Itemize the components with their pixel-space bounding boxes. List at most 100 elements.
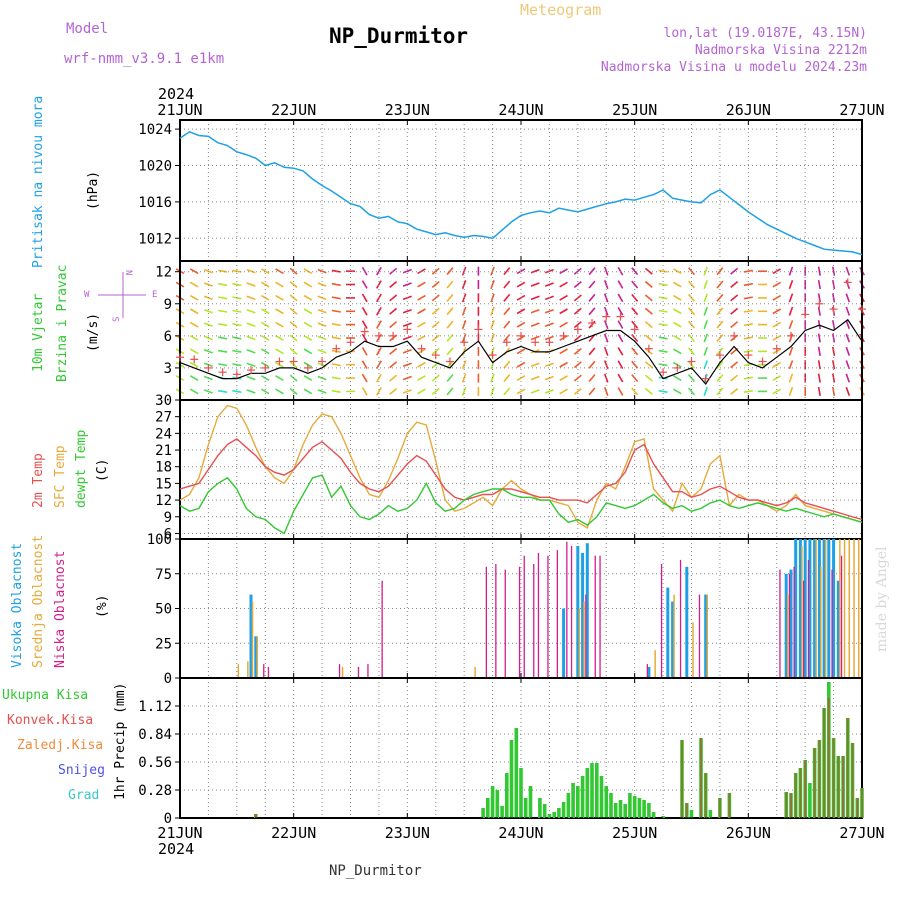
wind-arrow	[275, 375, 284, 381]
wind-arrow	[275, 308, 284, 315]
wind-arrow	[461, 386, 467, 396]
wind-arrow	[431, 280, 440, 289]
wind-arrow	[317, 282, 327, 287]
cloud-bar	[357, 666, 360, 678]
wind-arrow	[503, 387, 511, 396]
wind-arrow	[246, 282, 256, 287]
compass-north: N	[123, 270, 133, 275]
wind-arrow	[232, 349, 242, 353]
cloud-bar	[787, 594, 789, 678]
wind-arrow	[376, 347, 382, 356]
wind-arrow	[431, 307, 440, 315]
wind-arrow	[317, 389, 327, 394]
wind-arrow	[788, 346, 794, 356]
wind-arrow	[743, 282, 753, 287]
wind-arrow	[603, 386, 609, 396]
wind-arrow	[189, 388, 199, 395]
cloud-bar	[251, 601, 254, 678]
wind-arrow	[658, 363, 668, 367]
wind-arrow	[703, 346, 708, 356]
wind-arrow	[716, 387, 724, 396]
wind-arrow	[743, 389, 753, 393]
precip-panel-ytick-label: 0	[164, 811, 172, 827]
wind-arrow	[402, 349, 412, 354]
wind-arrow	[246, 308, 256, 314]
wind-arrow	[573, 347, 582, 355]
wind-arrow	[544, 308, 554, 314]
model-elevation-label: Nadmorska Visina u modelu 2024.23m	[601, 60, 867, 75]
pressure-panel-frame	[179, 119, 863, 262]
cloud-panel-ytick-label: 50	[155, 602, 172, 618]
wind-arrow	[490, 266, 495, 276]
wind-arrow	[503, 267, 511, 276]
cloud-bar	[585, 594, 587, 678]
wind-arrow	[716, 374, 724, 383]
wind-arrow	[559, 321, 568, 328]
wind-arrow	[303, 294, 313, 301]
wind-arrow	[845, 373, 851, 383]
cloud-bar	[706, 594, 708, 678]
precip-bar	[571, 783, 575, 818]
precip-ylabel-5: Grad	[68, 788, 99, 803]
precip-bar	[861, 788, 863, 818]
wind-arrow	[516, 361, 526, 368]
wind-arrow	[573, 387, 582, 395]
pressure-panel-ytick-label: 1016	[138, 195, 172, 211]
cloud-ylabel-4: (%)	[95, 595, 110, 618]
precip-bar	[689, 810, 694, 818]
compass-icon: W E N S	[84, 270, 157, 322]
wind-arrow	[516, 281, 526, 288]
precip-bar	[576, 786, 580, 818]
precip-bar	[585, 768, 590, 818]
precip-panel-ytick-label: 0.84	[138, 727, 172, 743]
precip-bar	[490, 786, 495, 818]
pressure-panel-ytick-label: 1020	[138, 158, 172, 174]
wind-arrow	[644, 387, 653, 395]
bottom-day-label: 26JUN	[726, 824, 771, 842]
wind-arrow	[845, 346, 851, 356]
temp-panel-ytick-label: 30	[155, 393, 172, 409]
precip-ylabel-1: Ukupna Kisa	[2, 688, 88, 703]
elevation-label: Nadmorska Visina 2212m	[695, 43, 867, 58]
model-label: Model	[66, 21, 108, 37]
wind-arrow	[289, 387, 298, 395]
temp-panel-ytick-label: 6	[164, 526, 172, 542]
wind-arrow	[559, 348, 568, 355]
wind-arrow	[331, 376, 341, 380]
cloud-bar	[533, 564, 535, 678]
wind-arrow	[530, 375, 540, 381]
precip-bar	[514, 728, 519, 818]
wind-arrow	[559, 375, 568, 381]
wind-arrow	[658, 349, 668, 353]
wind-arrow	[573, 361, 582, 369]
precip-bar	[708, 810, 713, 818]
wind-arrow	[673, 375, 682, 381]
wind-arrow	[788, 280, 794, 290]
wind-arrow	[845, 386, 851, 396]
cloud-bar	[537, 552, 540, 678]
wind-arrow	[331, 269, 341, 273]
wind-arrow	[730, 361, 739, 369]
wind-arrow	[603, 360, 609, 370]
wind-arrow	[588, 307, 596, 316]
temp-panel-ytick-label: 12	[155, 493, 172, 509]
cloud-bar	[474, 666, 476, 678]
cloud-bar	[858, 539, 860, 678]
wind-arrow	[232, 269, 242, 273]
compass-east: E	[152, 290, 157, 300]
wind-arrow	[402, 362, 412, 368]
wind-arrow	[461, 360, 467, 370]
footer-station: NP_Durmitor	[329, 863, 422, 879]
wind-arrow	[603, 280, 609, 290]
wind-arrow	[832, 386, 836, 397]
wind-arrow	[402, 282, 412, 287]
cloud-bar	[237, 664, 240, 678]
wind-arrow	[218, 269, 228, 273]
cloud-bar	[827, 539, 831, 678]
cloud-bar	[822, 539, 826, 678]
wind-arrow	[703, 280, 708, 290]
wind-arrow	[832, 360, 836, 370]
precip-bar	[851, 743, 854, 818]
wind-arrow	[203, 322, 213, 327]
wind-arrow	[716, 360, 724, 369]
